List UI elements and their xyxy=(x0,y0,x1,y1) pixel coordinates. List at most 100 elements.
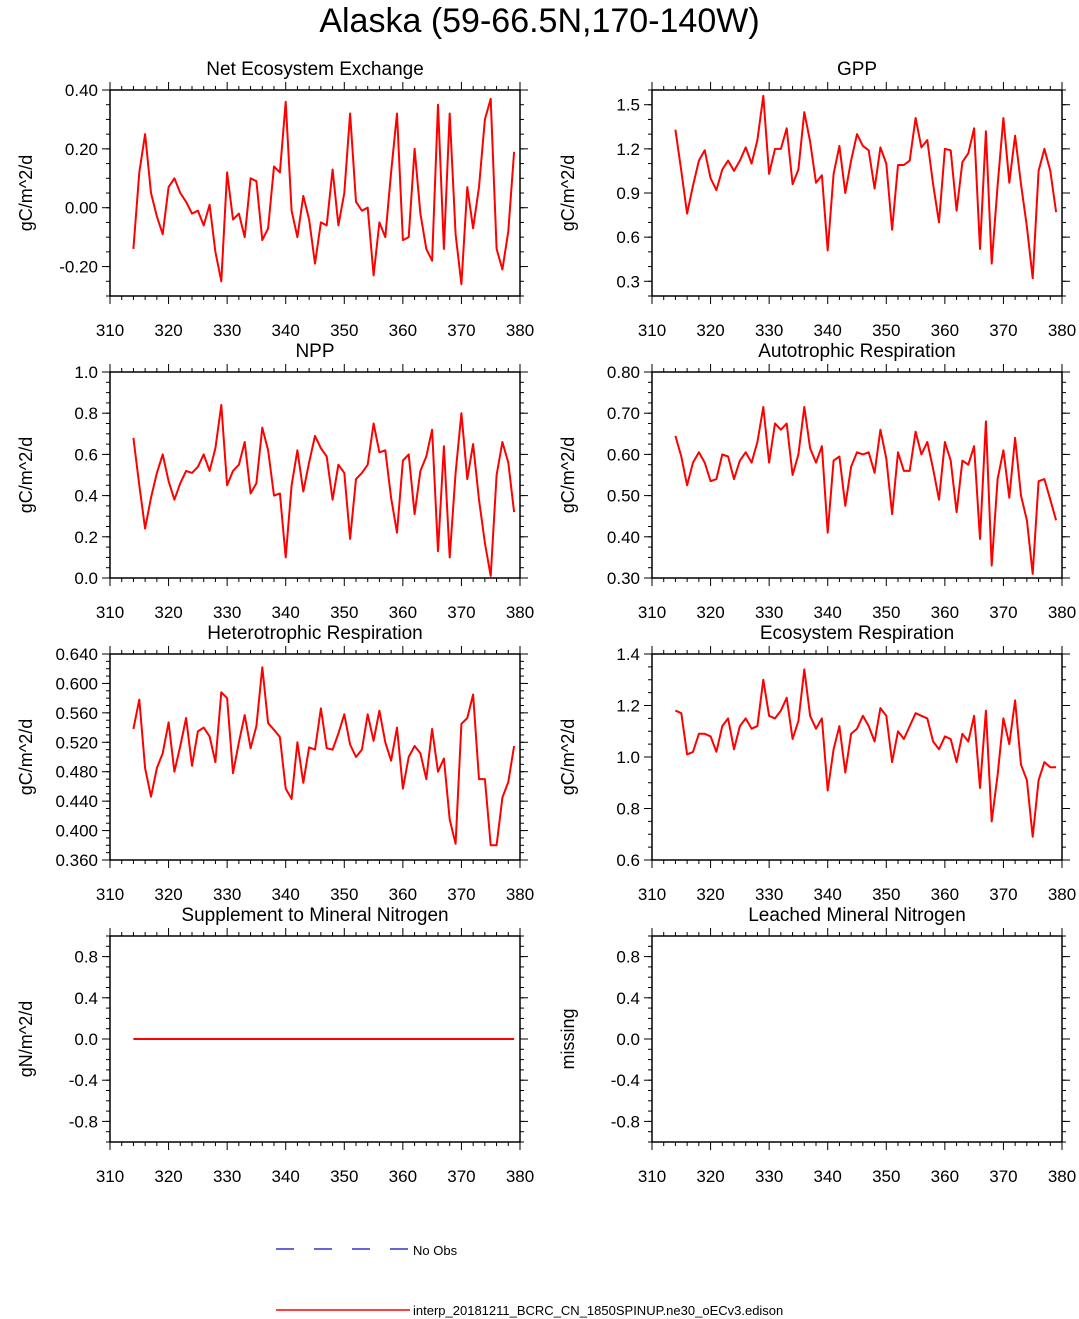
y-axis-label: gC/m^2/d xyxy=(558,437,578,513)
legend-label-model: interp_20181211_BCRC_CN_1850SPINUP.ne30_… xyxy=(413,1303,783,1318)
x-tick-label: 320 xyxy=(696,321,724,340)
y-tick-label: -0.4 xyxy=(611,1071,640,1090)
x-tick-label: 350 xyxy=(872,321,900,340)
y-tick-label: 0.4 xyxy=(616,989,640,1008)
x-tick-label: 370 xyxy=(989,603,1017,622)
x-tick-label: 350 xyxy=(330,603,358,622)
series-line xyxy=(132,97,516,286)
y-tick-label: 0.20 xyxy=(65,140,98,159)
y-tick-label: 1.2 xyxy=(616,697,640,716)
x-tick-label: 350 xyxy=(330,885,358,904)
panel-5: Heterotrophic Respiration gC/m^2/d 310 320 3… xyxy=(16,623,534,904)
y-tick-label: 0.4 xyxy=(74,487,98,506)
y-tick-label: 0.80 xyxy=(607,363,640,382)
panel-6: Ecosystem Respiration gC/m^2/d 310 320 330 34… xyxy=(558,623,1076,904)
y-tick-label: -0.8 xyxy=(611,1112,640,1131)
x-tick-label: 370 xyxy=(989,321,1017,340)
x-tick-label: 340 xyxy=(272,603,300,622)
x-tick-label: 360 xyxy=(389,1167,417,1186)
x-tick-label: 310 xyxy=(96,1167,124,1186)
y-tick-label: 0.560 xyxy=(55,704,98,723)
x-tick-label: 360 xyxy=(389,321,417,340)
series-line xyxy=(674,668,1057,838)
x-tick-label: 340 xyxy=(272,1167,300,1186)
y-tick-label: 0.70 xyxy=(607,404,640,423)
y-axis-label: gC/m^2/d xyxy=(16,437,36,513)
x-tick-label: 380 xyxy=(506,321,534,340)
x-tick-label: 320 xyxy=(154,603,182,622)
x-tick-label: 380 xyxy=(1048,1167,1076,1186)
y-tick-label: 0.440 xyxy=(55,792,98,811)
series-line xyxy=(132,404,516,577)
x-tick-label: 370 xyxy=(447,321,475,340)
plot-frame xyxy=(109,653,521,861)
x-tick-label: 350 xyxy=(330,321,358,340)
plot-frame xyxy=(109,89,521,297)
x-tick-label: 330 xyxy=(755,321,783,340)
x-tick-label: 330 xyxy=(213,321,241,340)
y-tick-label: 1.5 xyxy=(616,96,640,115)
x-tick-label: 340 xyxy=(272,321,300,340)
panel-title: Leached Mineral Nitrogen xyxy=(748,905,966,926)
x-tick-label: 360 xyxy=(931,1167,959,1186)
x-tick-label: 370 xyxy=(447,1167,475,1186)
x-tick-label: 310 xyxy=(96,885,124,904)
legend: No Obs interp_20181211_BCRC_CN_1850SPINUP… xyxy=(276,1243,783,1318)
y-tick-label: -0.20 xyxy=(59,258,98,277)
y-tick-label: 0.00 xyxy=(65,199,98,218)
y-tick-label: 0.8 xyxy=(616,800,640,819)
x-tick-label: 330 xyxy=(213,1167,241,1186)
legend-label-no-obs: No Obs xyxy=(413,1243,458,1258)
x-tick-label: 330 xyxy=(213,885,241,904)
y-tick-label: 0.8 xyxy=(616,948,640,967)
y-tick-label: 0.9 xyxy=(616,184,640,203)
panel-3: NPP gC/m^2/d 310 320 330 340 350 360 370 380 0.0 0.… xyxy=(16,341,534,622)
x-tick-label: 340 xyxy=(814,603,842,622)
panel-7: Supplement to Mineral Nitrogen gN/m^2/d 31… xyxy=(16,905,534,1186)
x-tick-label: 360 xyxy=(389,885,417,904)
y-tick-label: 1.0 xyxy=(616,748,640,767)
y-tick-label: 0.520 xyxy=(55,733,98,752)
panel-title: Autotrophic Respiration xyxy=(758,341,956,362)
plot-frame xyxy=(109,371,521,579)
x-tick-label: 330 xyxy=(755,603,783,622)
x-tick-label: 330 xyxy=(213,603,241,622)
x-tick-label: 380 xyxy=(1048,885,1076,904)
y-axis-label: gC/m^2/d xyxy=(16,155,36,231)
y-tick-label: 1.2 xyxy=(616,140,640,159)
panel-8: Leached Mineral Nitrogen missing 310 320 330… xyxy=(558,905,1076,1186)
x-tick-label: 310 xyxy=(638,321,666,340)
x-tick-label: 320 xyxy=(696,603,724,622)
y-tick-label: 0.3 xyxy=(616,272,640,291)
y-tick-label: 0.8 xyxy=(74,404,98,423)
x-tick-label: 350 xyxy=(330,1167,358,1186)
y-tick-label: 1.0 xyxy=(74,363,98,382)
y-tick-label: 0.360 xyxy=(55,851,98,870)
x-tick-label: 320 xyxy=(696,885,724,904)
x-tick-label: 320 xyxy=(154,1167,182,1186)
panel-title: GPP xyxy=(837,59,877,80)
y-axis-label: missing xyxy=(558,1008,578,1069)
x-tick-label: 370 xyxy=(989,1167,1017,1186)
series-line xyxy=(674,94,1058,280)
y-axis-label: gN/m^2/d xyxy=(16,1001,36,1077)
panel-title: Heterotrophic Respiration xyxy=(207,623,422,644)
figure-title: Alaska (59-66.5N,170-140W) xyxy=(319,2,760,40)
y-tick-label: 0.0 xyxy=(74,569,98,588)
y-tick-label: 0.480 xyxy=(55,763,98,782)
panel-1: Net Ecosystem Exchange gC/m^2/d 310 320 330 3… xyxy=(16,59,534,340)
y-tick-label: 0.30 xyxy=(607,569,640,588)
x-tick-label: 310 xyxy=(638,603,666,622)
y-tick-label: 0.0 xyxy=(74,1030,98,1049)
x-tick-label: 360 xyxy=(389,603,417,622)
x-tick-label: 310 xyxy=(638,885,666,904)
x-tick-label: 380 xyxy=(1048,321,1076,340)
y-tick-label: 0.6 xyxy=(616,228,640,247)
y-tick-label: 0.40 xyxy=(607,528,640,547)
panel-title: Net Ecosystem Exchange xyxy=(206,59,424,80)
y-tick-label: 0.50 xyxy=(607,487,640,506)
y-tick-label: 0.40 xyxy=(65,81,98,100)
plot-frame xyxy=(651,89,1063,297)
x-tick-label: 380 xyxy=(506,1167,534,1186)
